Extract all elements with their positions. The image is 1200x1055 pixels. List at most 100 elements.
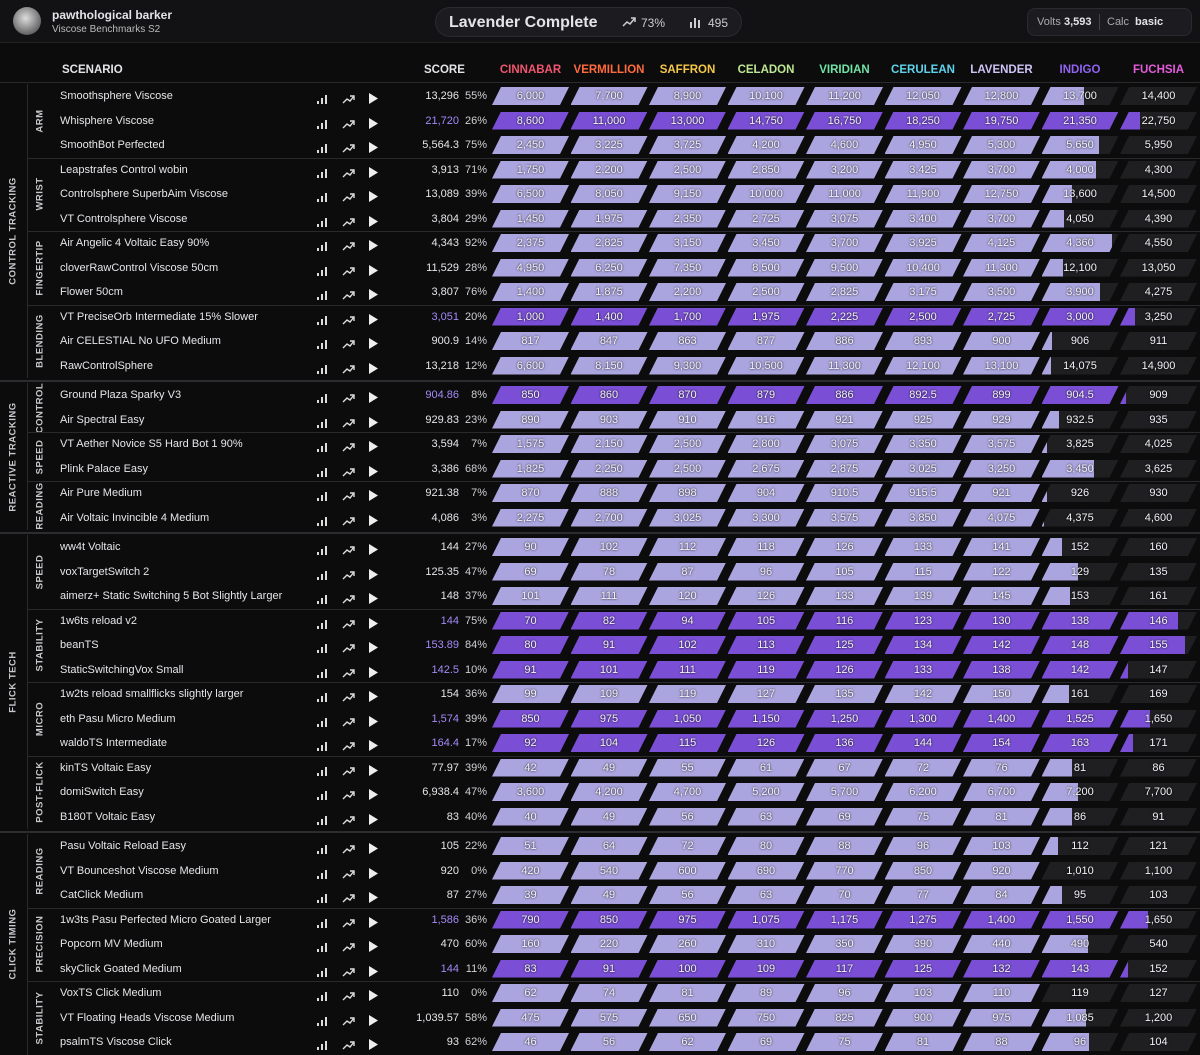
- play-button[interactable]: [368, 1013, 378, 1031]
- avatar[interactable]: [13, 7, 41, 35]
- trend-icon[interactable]: [342, 1013, 355, 1031]
- scenario-name[interactable]: StaticSwitchingVox Small: [60, 663, 184, 676]
- play-button[interactable]: [368, 390, 378, 408]
- play-button[interactable]: [368, 665, 378, 683]
- trend-icon[interactable]: [342, 939, 355, 957]
- scenario-name[interactable]: Air Voltaic Invincible 4 Medium: [60, 511, 210, 524]
- stats-icon[interactable]: [316, 439, 328, 457]
- scenario-name[interactable]: Whisphere Viscose: [60, 114, 154, 127]
- trend-icon[interactable]: [342, 714, 355, 732]
- play-button[interactable]: [368, 238, 378, 256]
- scenario-name[interactable]: SmoothBot Perfected: [60, 139, 165, 151]
- stats-icon[interactable]: [316, 238, 328, 256]
- scenario-name[interactable]: aimerz+ Static Switching 5 Bot Slightly …: [60, 590, 283, 602]
- scenario-name[interactable]: VT PreciseOrb Intermediate 15% Slower: [60, 310, 258, 323]
- play-button[interactable]: [368, 812, 378, 830]
- play-button[interactable]: [368, 591, 378, 609]
- stats-icon[interactable]: [316, 390, 328, 408]
- scenario-name[interactable]: skyClick Goated Medium: [60, 962, 182, 975]
- scenario-name[interactable]: VT Aether Novice S5 Hard Bot 1 90%: [60, 438, 243, 450]
- trend-icon[interactable]: [342, 1037, 355, 1055]
- play-button[interactable]: [368, 287, 378, 305]
- play-button[interactable]: [368, 640, 378, 658]
- stats-icon[interactable]: [316, 91, 328, 109]
- scenario-name[interactable]: RawControlSphere: [60, 359, 153, 372]
- trend-icon[interactable]: [342, 640, 355, 658]
- scenario-name[interactable]: B180T Voltaic Easy: [60, 810, 156, 823]
- trend-icon[interactable]: [342, 988, 355, 1006]
- play-button[interactable]: [368, 866, 378, 884]
- scenario-name[interactable]: beanTS: [60, 639, 99, 651]
- trend-icon[interactable]: [342, 488, 355, 506]
- scenario-name[interactable]: 1w2ts reload smallflicks slightly larger: [60, 688, 244, 700]
- scenario-name[interactable]: Leapstrafes Control wobin: [60, 163, 188, 176]
- play-button[interactable]: [368, 738, 378, 756]
- stats-icon[interactable]: [316, 140, 328, 158]
- scenario-name[interactable]: Smoothsphere Viscose: [60, 90, 173, 102]
- trend-icon[interactable]: [342, 513, 355, 531]
- stats-icon[interactable]: [316, 1013, 328, 1031]
- stats-icon[interactable]: [316, 866, 328, 884]
- stats-icon[interactable]: [316, 214, 328, 232]
- trend-icon[interactable]: [342, 189, 355, 207]
- trend-icon[interactable]: [342, 591, 355, 609]
- stats-icon[interactable]: [316, 312, 328, 330]
- trend-icon[interactable]: [342, 866, 355, 884]
- stats-icon[interactable]: [316, 915, 328, 933]
- play-button[interactable]: [368, 988, 378, 1006]
- trend-icon[interactable]: [342, 214, 355, 232]
- scenario-name[interactable]: Flower 50cm: [60, 286, 123, 298]
- user-name[interactable]: pawthological barker: [52, 8, 173, 22]
- trend-icon[interactable]: [342, 915, 355, 933]
- stats-icon[interactable]: [316, 591, 328, 609]
- stats-icon[interactable]: [316, 513, 328, 531]
- scenario-name[interactable]: VT Floating Heads Viscose Medium: [60, 1011, 235, 1024]
- scenario-name[interactable]: Air Pure Medium: [60, 487, 142, 499]
- stats-icon[interactable]: [316, 939, 328, 957]
- stats-icon[interactable]: [316, 714, 328, 732]
- stats-icon[interactable]: [316, 287, 328, 305]
- play-button[interactable]: [368, 91, 378, 109]
- trend-icon[interactable]: [342, 738, 355, 756]
- stats-icon[interactable]: [316, 542, 328, 560]
- scenario-name[interactable]: Pasu Voltaic Reload Easy: [60, 840, 186, 852]
- scenario-name[interactable]: Popcorn MV Medium: [60, 938, 163, 950]
- calc-mode[interactable]: basic: [1135, 16, 1164, 28]
- stats-icon[interactable]: [316, 640, 328, 658]
- play-button[interactable]: [368, 787, 378, 805]
- play-button[interactable]: [368, 714, 378, 732]
- play-button[interactable]: [368, 263, 378, 281]
- trend-icon[interactable]: [342, 116, 355, 134]
- trend-icon[interactable]: [342, 165, 355, 183]
- scenario-name[interactable]: domiSwitch Easy: [60, 786, 144, 798]
- stats-icon[interactable]: [316, 567, 328, 585]
- stats-icon[interactable]: [316, 361, 328, 379]
- stats-icon[interactable]: [316, 763, 328, 781]
- play-button[interactable]: [368, 439, 378, 457]
- play-button[interactable]: [368, 841, 378, 859]
- scenario-name[interactable]: Air Spectral Easy: [60, 413, 145, 426]
- scenario-name[interactable]: Controlsphere SuperbAim Viscose: [60, 188, 228, 200]
- scenario-name[interactable]: Air Angelic 4 Voltaic Easy 90%: [60, 237, 210, 249]
- scenario-name[interactable]: cloverRawControl Viscose 50cm: [60, 261, 219, 274]
- scenario-name[interactable]: 1w6ts reload v2: [60, 614, 138, 627]
- trend-icon[interactable]: [342, 415, 355, 433]
- stats-icon[interactable]: [316, 964, 328, 982]
- scenario-name[interactable]: 1w3ts Pasu Perfected Micro Goated Larger: [60, 913, 271, 926]
- stats-icon[interactable]: [316, 116, 328, 134]
- play-button[interactable]: [368, 567, 378, 585]
- scenario-name[interactable]: VoxTS Click Medium: [60, 987, 162, 999]
- play-button[interactable]: [368, 336, 378, 354]
- play-button[interactable]: [368, 214, 378, 232]
- trend-icon[interactable]: [342, 140, 355, 158]
- play-button[interactable]: [368, 890, 378, 908]
- scenario-name[interactable]: CatClick Medium: [60, 889, 144, 901]
- scenario-name[interactable]: waldoTS Intermediate: [60, 737, 167, 749]
- scenario-name[interactable]: voxTargetSwitch 2: [60, 565, 150, 578]
- trend-icon[interactable]: [342, 665, 355, 683]
- trend-icon[interactable]: [342, 336, 355, 354]
- trend-icon[interactable]: [342, 964, 355, 982]
- trend-icon[interactable]: [342, 542, 355, 560]
- play-button[interactable]: [368, 415, 378, 433]
- trend-icon[interactable]: [342, 890, 355, 908]
